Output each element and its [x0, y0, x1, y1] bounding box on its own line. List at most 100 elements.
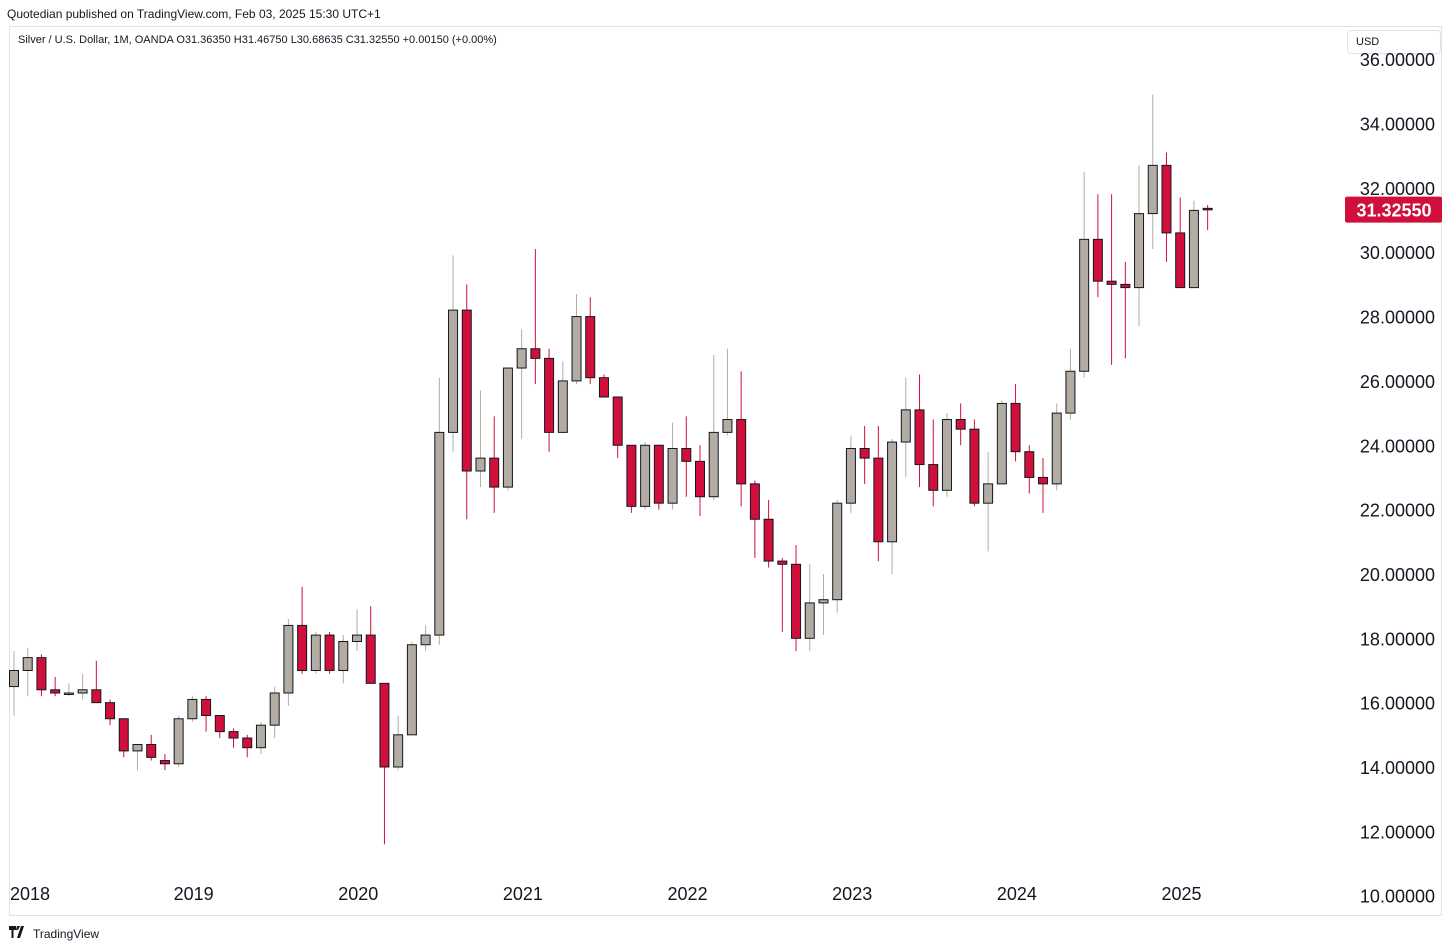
candle-body	[516, 348, 527, 369]
x-tick-label: 2022	[668, 884, 708, 904]
x-tick-label: 2019	[174, 884, 214, 904]
y-tick-label: 16.00000	[1360, 694, 1435, 714]
candle	[763, 499, 774, 568]
y-tick-label: 36.00000	[1360, 50, 1435, 70]
candle	[873, 425, 884, 562]
candle	[214, 715, 225, 739]
candle	[1106, 194, 1117, 365]
candle-body	[544, 357, 555, 433]
publisher-caption: Quotedian published on TradingView.com, …	[7, 7, 381, 21]
candle-body	[969, 428, 980, 504]
candle-body	[818, 599, 829, 604]
candle-body	[777, 560, 788, 565]
candle	[50, 676, 61, 697]
candle	[640, 442, 651, 510]
candle-body	[571, 316, 582, 382]
candle-body	[420, 634, 431, 646]
candle	[9, 651, 19, 716]
candle	[791, 545, 802, 652]
candle	[695, 445, 705, 517]
candle-body	[146, 743, 157, 758]
candle-body	[242, 737, 253, 749]
candle-body	[722, 419, 733, 433]
currency-button[interactable]: USD	[1347, 30, 1441, 54]
candle	[722, 348, 733, 436]
candle-body	[708, 431, 719, 498]
y-tick-label: 32.00000	[1360, 179, 1435, 199]
y-tick-label: 30.00000	[1360, 243, 1435, 263]
candle	[297, 586, 308, 674]
candle	[118, 718, 129, 758]
candle-body	[255, 724, 266, 749]
candle	[626, 444, 637, 513]
candle	[516, 329, 527, 439]
candle	[1092, 194, 1103, 298]
candle-body	[859, 447, 870, 459]
candle	[448, 255, 459, 452]
candle	[22, 647, 33, 697]
chart-frame[interactable]	[9, 26, 1442, 916]
candle-body	[393, 734, 404, 768]
candle-body	[159, 760, 170, 765]
candle-body	[626, 444, 637, 507]
candle-body	[1092, 238, 1103, 282]
candle-body	[105, 702, 116, 720]
candle-body	[653, 444, 664, 504]
candle-body	[379, 682, 390, 768]
footer-brand[interactable]: TradingView	[9, 926, 99, 941]
candle	[406, 641, 417, 736]
candle	[1024, 445, 1035, 494]
candle-body	[91, 689, 102, 704]
candle-body	[914, 409, 925, 466]
x-tick-label: 2021	[503, 884, 543, 904]
candle	[420, 625, 431, 652]
candle	[859, 425, 870, 484]
candle-body	[941, 419, 952, 491]
candle	[91, 660, 102, 704]
candle	[612, 396, 623, 459]
candle	[941, 413, 952, 497]
candle	[255, 721, 266, 755]
candle	[928, 419, 939, 507]
y-tick-label: 24.00000	[1360, 436, 1435, 456]
candle-body	[1065, 370, 1076, 414]
candle-body	[983, 483, 994, 504]
tradingview-logo-icon	[9, 926, 29, 941]
candle-body	[461, 309, 472, 472]
candle-body	[530, 348, 541, 359]
y-tick-label: 22.00000	[1360, 501, 1435, 521]
candle	[653, 444, 664, 510]
candle-body	[214, 715, 225, 733]
candle	[434, 377, 445, 645]
candle	[1010, 384, 1021, 462]
candle-body	[1147, 164, 1158, 215]
candle-body	[352, 634, 362, 643]
candle	[461, 284, 472, 520]
candle	[900, 377, 911, 478]
candle	[1134, 165, 1145, 327]
candle	[310, 631, 321, 674]
candle	[379, 682, 390, 845]
candle	[914, 374, 925, 488]
candle	[283, 619, 294, 706]
candle	[996, 400, 1007, 485]
candle-body	[1161, 164, 1172, 234]
candle	[1065, 348, 1076, 420]
candle-body	[173, 718, 184, 765]
candle-body	[448, 309, 459, 433]
candle	[598, 374, 609, 398]
candle-body	[187, 698, 198, 720]
last-price-label: 31.32550	[1356, 201, 1431, 221]
candle	[969, 419, 980, 507]
candle	[146, 734, 157, 761]
candle-body	[406, 644, 417, 736]
candle	[708, 355, 719, 500]
candle	[681, 416, 692, 497]
candle	[269, 686, 280, 739]
candle-body	[887, 441, 898, 543]
x-tick-label: 2018	[10, 884, 50, 904]
x-tick-label: 2025	[1161, 884, 1201, 904]
candle	[804, 564, 815, 652]
candle	[201, 696, 212, 732]
